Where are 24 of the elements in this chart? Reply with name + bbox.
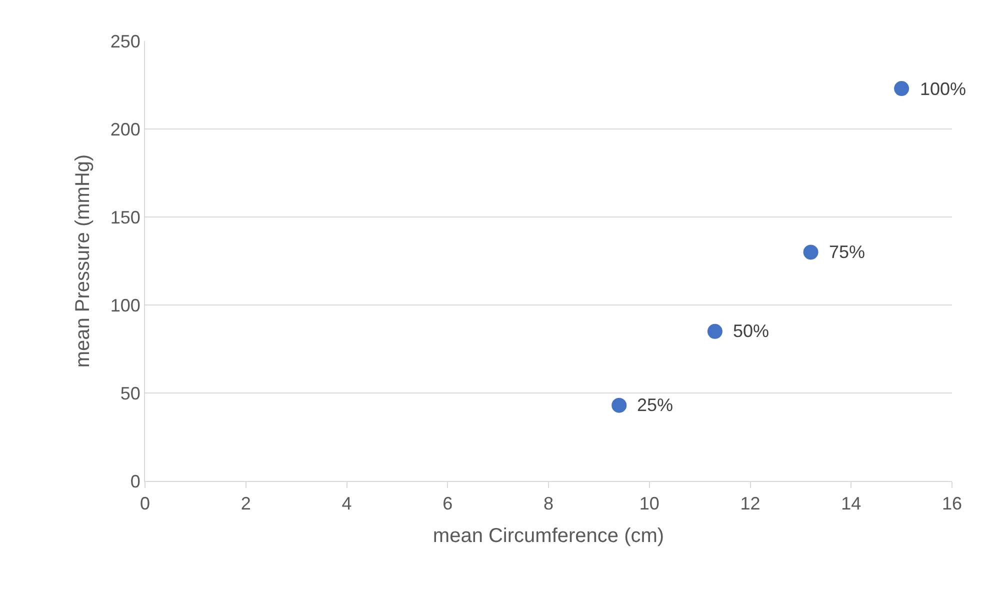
x-tick-label: 6 <box>442 494 453 514</box>
x-tick-label: 14 <box>841 494 862 514</box>
x-tick-label: 2 <box>240 494 251 514</box>
x-tick-label: 8 <box>543 494 554 514</box>
annotation: 25% <box>637 395 674 415</box>
y-tick-label: 50 <box>120 383 140 404</box>
point <box>803 244 818 260</box>
x-tick-label: 10 <box>639 494 660 514</box>
annotation: 100% <box>920 79 966 99</box>
y-tick-label: 100 <box>110 295 140 316</box>
point <box>612 398 627 413</box>
x-axis-title: mean Circumference (cm) <box>432 525 664 548</box>
y-tick-label: 0 <box>130 471 140 492</box>
y-axis-title: mean Pressure (mmHg) <box>72 154 94 368</box>
y-tick-label: 150 <box>110 207 140 228</box>
y-tick-label: 200 <box>110 119 140 140</box>
x-tick-label: 16 <box>942 494 962 514</box>
annotation: 75% <box>829 242 866 262</box>
y-tick-label: 250 <box>110 31 140 52</box>
x-tick-label: 12 <box>740 494 760 514</box>
x-tick-label: 4 <box>342 494 352 514</box>
point <box>894 81 910 96</box>
annotation: 50% <box>733 321 770 341</box>
point <box>707 324 722 339</box>
